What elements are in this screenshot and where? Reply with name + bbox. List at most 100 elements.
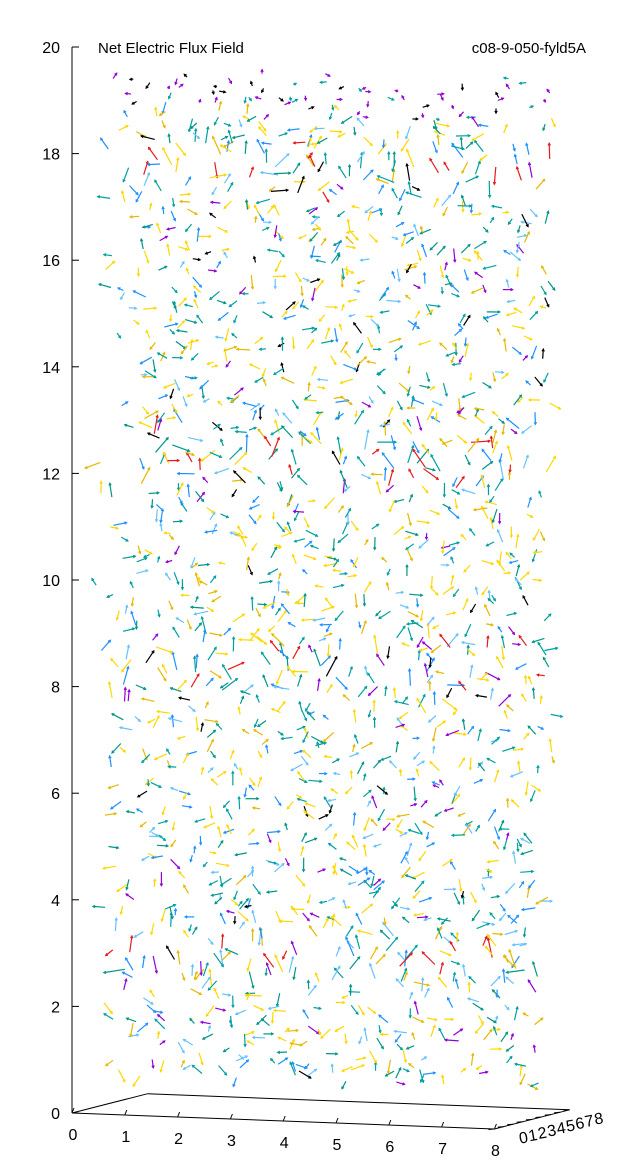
- field-arrow-head: [531, 639, 535, 644]
- field-arrow-head: [139, 824, 143, 828]
- field-arrow-head: [475, 1066, 480, 1071]
- field-arrow-head: [525, 224, 529, 228]
- field-arrow-head: [144, 373, 148, 377]
- field-arrow: [465, 175, 479, 183]
- field-arrow-head: [111, 260, 116, 264]
- field-arrow-head: [426, 983, 431, 987]
- field-arrow: [214, 467, 230, 474]
- field-arrow-head: [525, 454, 529, 458]
- field-arrow-head: [351, 834, 356, 838]
- field-arrow: [471, 133, 484, 141]
- field-arrow-head: [237, 532, 242, 536]
- field-arrow: [232, 134, 245, 139]
- field-arrow: [135, 684, 147, 690]
- field-arrow: [512, 851, 517, 864]
- field-arrow-head: [182, 1066, 186, 1070]
- field-arrow: [261, 227, 270, 232]
- field-arrow: [185, 223, 193, 232]
- field-arrow: [168, 134, 171, 144]
- field-arrow-head: [512, 746, 516, 750]
- field-arrow: [249, 777, 256, 786]
- field-arrow: [140, 467, 151, 484]
- field-arrow: [185, 319, 197, 324]
- field-arrow-head: [439, 437, 443, 442]
- field-arrow-head: [434, 670, 439, 674]
- field-arrow-head: [543, 379, 547, 384]
- field-arrow-head: [527, 725, 531, 729]
- field-arrow-head: [187, 128, 192, 133]
- field-arrow: [387, 1059, 391, 1074]
- field-arrow: [219, 949, 224, 965]
- field-arrow-head: [298, 236, 302, 240]
- field-arrow-head: [233, 762, 237, 767]
- field-arrow: [218, 101, 222, 111]
- field-arrow: [211, 871, 219, 874]
- field-arrow-head: [261, 89, 265, 94]
- field-arrow-head: [185, 267, 189, 271]
- field-arrow-head: [328, 810, 332, 814]
- field-arrow-head: [429, 760, 433, 765]
- field-arrow-head: [373, 634, 377, 639]
- field-arrow: [235, 1009, 247, 1015]
- field-arrow: [382, 139, 385, 148]
- field-arrow-head: [152, 1009, 157, 1014]
- field-arrow: [492, 372, 496, 382]
- field-arrow: [475, 825, 480, 832]
- field-arrow: [162, 206, 165, 214]
- field-arrow: [466, 824, 473, 834]
- field-arrow-head: [139, 237, 144, 242]
- field-arrow-head: [491, 519, 495, 524]
- field-arrow: [157, 419, 162, 431]
- field-arrow: [223, 251, 229, 259]
- field-arrow-head: [223, 771, 227, 775]
- field-arrow: [368, 396, 374, 404]
- field-arrow: [396, 1043, 403, 1051]
- field-arrow: [257, 720, 267, 727]
- field-arrow-head: [378, 1030, 382, 1034]
- field-arrow-head: [155, 414, 159, 418]
- field-arrow: [100, 639, 111, 651]
- field-arrow: [144, 410, 159, 420]
- field-arrow: [278, 233, 282, 241]
- field-arrow-head: [334, 1052, 339, 1056]
- field-arrow-head: [167, 765, 171, 769]
- field-arrow: [152, 955, 158, 974]
- field-arrow: [149, 342, 156, 350]
- field-arrow-head: [339, 868, 344, 872]
- field-arrow: [298, 777, 308, 783]
- field-arrow-head: [104, 1063, 109, 1067]
- field-arrow: [343, 267, 354, 274]
- field-arrow: [414, 880, 425, 892]
- field-arrow-head: [435, 592, 439, 596]
- field-arrow: [450, 960, 460, 965]
- field-arrow: [103, 253, 112, 257]
- z-tick-label: 14: [42, 360, 60, 377]
- field-arrow: [184, 176, 192, 186]
- field-arrow-head: [497, 521, 502, 525]
- field-arrow: [347, 574, 357, 578]
- field-arrow-head: [456, 414, 461, 418]
- field-arrow-head: [382, 827, 386, 832]
- field-arrow-head: [147, 466, 151, 471]
- field-arrow: [189, 855, 193, 862]
- field-arrow: [286, 495, 294, 507]
- field-arrow-head: [364, 685, 368, 690]
- field-arrow: [513, 307, 523, 314]
- field-arrow: [220, 144, 232, 153]
- field-arrow-head: [156, 222, 160, 226]
- field-arrow: [213, 116, 219, 126]
- field-arrow: [408, 1063, 415, 1069]
- field-arrow-head: [239, 690, 244, 694]
- field-arrow: [298, 701, 303, 712]
- field-arrow-head: [169, 318, 173, 323]
- field-arrow-head: [304, 1066, 308, 1070]
- field-arrow: [405, 126, 411, 139]
- field-arrow-head: [537, 641, 541, 646]
- field-arrow: [489, 217, 495, 224]
- field-arrow-head: [459, 136, 463, 140]
- field-arrow: [331, 1064, 334, 1073]
- field-arrow: [377, 175, 395, 183]
- field-arrow: [250, 632, 263, 643]
- field-arrow-head: [362, 603, 367, 607]
- field-arrow: [405, 191, 422, 198]
